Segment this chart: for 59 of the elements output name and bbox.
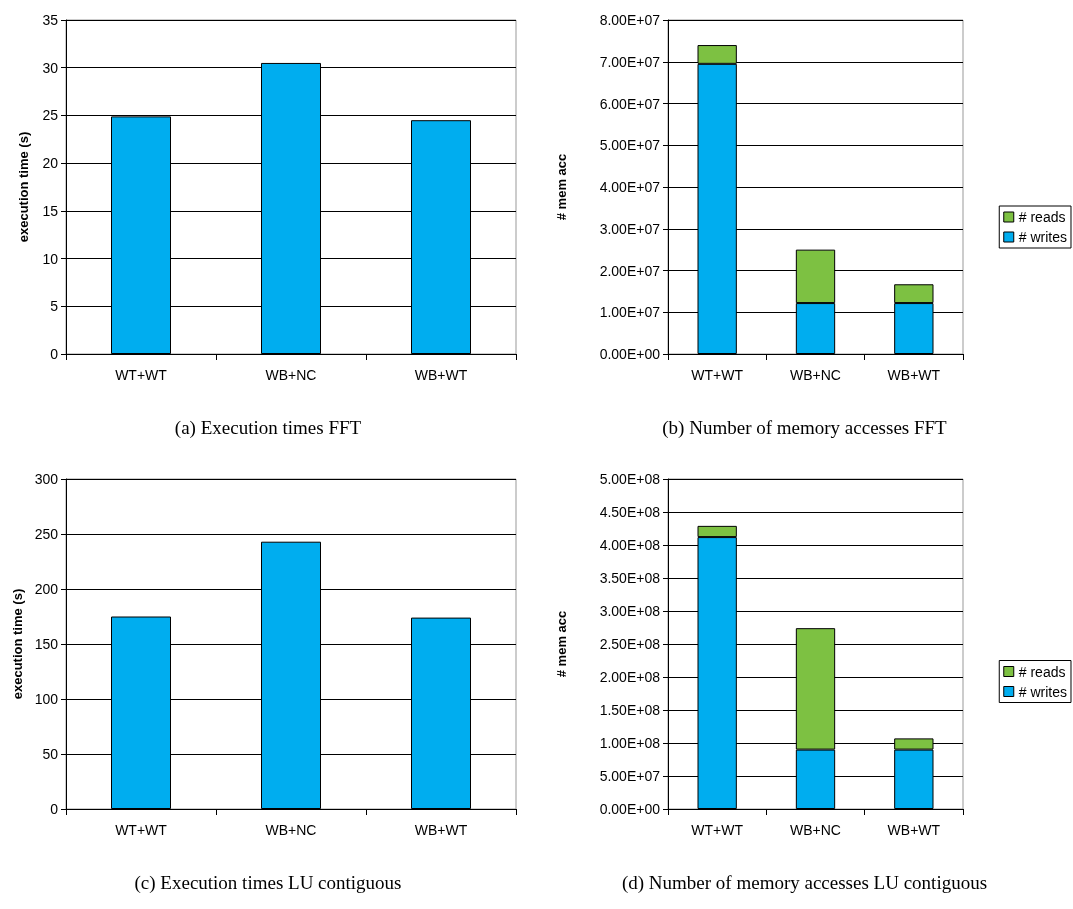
y-tick-label: 50 (42, 746, 59, 762)
y-tick-label: 5.00E+07 (599, 137, 661, 154)
x-tick-label: WB+NC (265, 822, 317, 838)
y-tick-label: 200 (34, 581, 59, 597)
x-tick-label: WB+WT (414, 367, 468, 383)
y-tick-label: 150 (34, 636, 59, 652)
y-tick-label: 4.50E+08 (599, 504, 661, 520)
y-tick-label: 1.00E+07 (599, 304, 661, 321)
y-tick-label: 7.00E+07 (599, 53, 661, 70)
y-tick-label: 4.00E+07 (599, 179, 661, 195)
y-tick-label: 3.50E+08 (599, 570, 661, 586)
y-tick-label: 5.00E+07 (599, 768, 661, 784)
y-tick-label: 5.00E+08 (599, 471, 661, 487)
y-tick-label: 1.00E+08 (599, 735, 661, 751)
y-tick-label: 15 (42, 202, 59, 219)
y-tick-label: 6.00E+07 (599, 95, 661, 112)
y-tick-label: 3.00E+07 (599, 220, 661, 237)
legend-label: # writes (1018, 229, 1067, 245)
y-axis-title: # mem acc (554, 153, 569, 221)
y-tick-label: 250 (34, 526, 59, 542)
y-tick-label: 0.00E+00 (599, 801, 661, 817)
y-axis-title: # mem acc (554, 610, 569, 678)
text: (c) Execution times LU contiguous (134, 872, 402, 894)
x-tick-label: WB+WT (887, 367, 941, 383)
x-tick-label: WB+WT (414, 822, 468, 838)
y-tick-label: 8.00E+07 (599, 12, 661, 28)
x-tick-label: WB+NC (265, 367, 317, 383)
x-tick-label: WT+WT (115, 367, 168, 383)
x-tick-label: WB+WT (887, 822, 941, 838)
y-tick-label: 30 (42, 59, 59, 76)
y-tick-label: 1.50E+08 (599, 702, 661, 718)
legend-label: # reads (1018, 663, 1066, 680)
x-tick-label: WT+WT (691, 367, 744, 383)
y-tick-label: 0 (50, 346, 59, 362)
y-tick-label: 4.00E+08 (599, 537, 661, 553)
y-tick-label: 20 (42, 155, 59, 172)
y-tick-label: 0.00E+00 (599, 346, 661, 362)
y-tick-label: 100 (34, 691, 59, 707)
y-tick-label: 0 (50, 801, 59, 817)
y-tick-label: 5 (50, 298, 59, 315)
y-tick-label: 2.00E+07 (599, 262, 661, 279)
y-tick-label: 25 (42, 107, 59, 124)
y-axis-title: execution time (s) (16, 131, 31, 243)
y-axis-title: execution time (s) (9, 588, 25, 700)
text: (a) Execution times FFT (174, 417, 362, 439)
legend-label: # reads (1018, 209, 1066, 225)
x-tick-label: WB+NC (790, 822, 841, 838)
y-tick-label: 2.50E+08 (599, 636, 661, 652)
y-tick-label: 2.00E+08 (599, 669, 661, 685)
y-tick-label: 35 (42, 12, 59, 28)
y-tick-label: 300 (34, 471, 59, 487)
x-tick-label: WT+WT (115, 822, 168, 838)
x-tick-label: WB+NC (790, 367, 841, 383)
y-tick-label: 10 (42, 250, 59, 267)
x-tick-label: WT+WT (691, 822, 744, 838)
legend-label: # writes (1018, 683, 1067, 700)
y-tick-label: 3.00E+08 (599, 603, 661, 619)
text: (b) Number of memory accesses FFT (662, 417, 948, 439)
text: (d) Number of memory accesses LU contiguous (621, 872, 988, 894)
